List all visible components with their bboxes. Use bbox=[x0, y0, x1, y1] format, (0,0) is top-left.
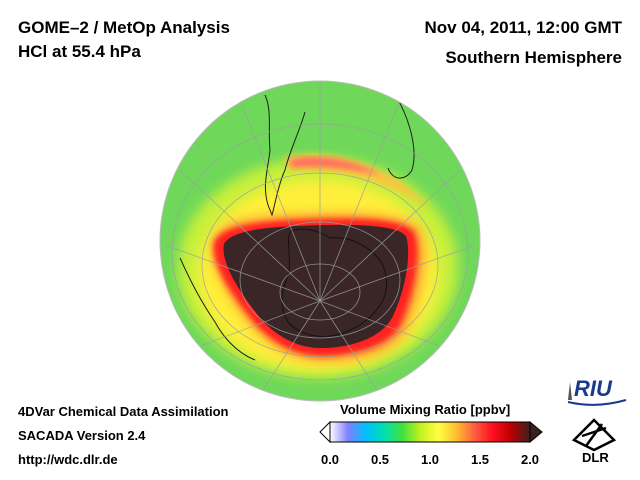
colorbar-tick: 1.0 bbox=[420, 452, 440, 467]
colorbar-tick: 2.0 bbox=[520, 452, 540, 467]
colorbar-min-arrow bbox=[319, 420, 331, 444]
riu-logo-text: RIU bbox=[574, 376, 613, 401]
hemisphere-label: Southern Hemisphere bbox=[445, 48, 622, 67]
riu-tower-icon bbox=[568, 382, 572, 400]
coastline-australia bbox=[179, 257, 256, 361]
colorbar-tick: 0.5 bbox=[370, 452, 390, 467]
url-label: http://wdc.dlr.de bbox=[18, 452, 118, 467]
species-level: HCl at 55.4 hPa bbox=[18, 42, 141, 61]
version-label: SACADA Version 2.4 bbox=[18, 428, 146, 443]
colorbar-gradient bbox=[329, 421, 531, 443]
dlr-logo-text: DLR bbox=[582, 450, 609, 465]
coastline-antarctica bbox=[281, 228, 387, 337]
colorbar-tick: 1.5 bbox=[470, 452, 490, 467]
method-label: 4DVar Chemical Data Assimilation bbox=[18, 404, 229, 419]
colorbar-max-arrow bbox=[529, 420, 543, 444]
streamer-north-core bbox=[290, 157, 380, 175]
graticule bbox=[164, 81, 476, 396]
colorbar-tick: 0.0 bbox=[320, 452, 340, 467]
colorbar bbox=[319, 420, 543, 444]
coastline-africa bbox=[387, 95, 415, 179]
datetime-label: Nov 04, 2011, 12:00 GMT bbox=[424, 18, 623, 37]
product-title: GOME–2 / MetOp Analysis bbox=[18, 18, 230, 37]
streamer-north bbox=[285, 154, 430, 210]
globe-outline bbox=[159, 80, 481, 402]
riu-logo: RIU bbox=[567, 376, 627, 406]
dlr-emblem-icon bbox=[571, 418, 617, 452]
colorbar-title: Volume Mixing Ratio [ppbv] bbox=[340, 402, 511, 417]
dlr-logo: DLR bbox=[571, 418, 617, 465]
coastline-south-america bbox=[264, 94, 306, 217]
